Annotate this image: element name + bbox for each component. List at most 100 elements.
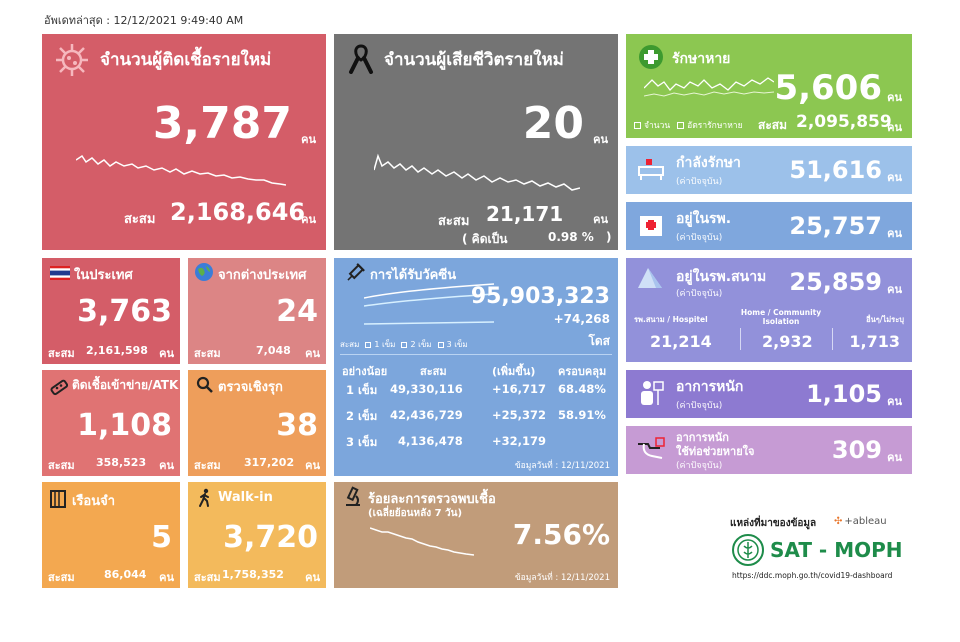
walkin-cum-label: สะสม <box>194 571 221 584</box>
positivity-tile[interactable]: ร้อยละการตรวจพบเชื้อ (เฉลี่ยย้อนหลัง 7 ว… <box>334 482 618 588</box>
legend-swatch-count <box>634 121 641 129</box>
vaccine-row-dose: 3 เข็ม <box>346 435 378 449</box>
hospitel-value: 21,214 <box>650 332 712 351</box>
tableau-logo-mark: ✣ <box>834 516 843 527</box>
patient-monitor-icon <box>638 378 664 408</box>
vaccine-legend-dose3: 3 เข็ม <box>446 340 468 349</box>
domestic-tile[interactable]: ในประเทศ 3,763 สะสม 2,161,598 คน <box>42 258 180 364</box>
vaccine-unit: โดส <box>588 334 610 348</box>
imported-tile[interactable]: จากต่างประเทศ 24 สะสม 7,048 คน <box>188 258 326 364</box>
vaccine-legend-dose2: 2 เข็ม <box>410 340 432 349</box>
prison-tile[interactable]: เรือนจำ 5 สะสม 86,044 คน <box>42 482 180 588</box>
new-deaths-sparkline <box>374 153 580 191</box>
vaccine-legend: สะสม 1 เข็ม 2 เข็ม 3 เข็ม <box>340 338 468 351</box>
vaccine-tile[interactable]: การได้รับวัคซีน 95,903,323 +74,268 โดส ส… <box>334 258 618 476</box>
hospitel-label: รพ.สนาม / Hospitel <box>634 315 708 324</box>
legend-swatch-dose1 <box>365 341 372 348</box>
imported-cum-value: 7,048 <box>256 344 291 357</box>
severe-tile[interactable]: อาการหนัก (ค่าปัจจุบัน) 1,105 คน <box>626 370 912 418</box>
walkin-title: Walk-in <box>218 490 273 505</box>
tent-icon <box>636 266 664 290</box>
treating-value: 51,616 <box>789 156 882 184</box>
new-cases-tile[interactable]: จำนวนผู้ติดเชื้อรายใหม่ 3,787 คน สะสม 2,… <box>42 34 326 250</box>
imported-cum-unit: คน <box>305 347 320 360</box>
recovered-tile[interactable]: รักษาหาย 5,606 คน จำนวน อัตรารักษาหาย สะ… <box>626 34 912 138</box>
field-hospital-value: 25,859 <box>789 268 882 296</box>
severe-sub: (ค่าปัจจุบัน) <box>676 401 723 411</box>
source-section: แหล่งที่มาของข้อมูล ✣ +ableau SAT - MOPH… <box>730 516 910 586</box>
prison-cum-value: 86,044 <box>104 568 147 581</box>
domestic-cum-value: 2,161,598 <box>86 344 148 357</box>
microscope-icon <box>342 486 364 508</box>
ventilator-tile[interactable]: อาการหนัก ใช้ท่อช่วยหายใจ (ค่าปัจจุบัน) … <box>626 426 912 474</box>
vaccine-increase: +74,268 <box>553 312 610 326</box>
treating-tile[interactable]: กำลังรักษา (ค่าปัจจุบัน) 51,616 คน <box>626 146 912 194</box>
imported-cum-label: สะสม <box>194 347 221 360</box>
ventilator-icon <box>636 436 666 462</box>
prison-value: 5 <box>151 520 172 555</box>
new-deaths-unit: คน <box>593 133 608 146</box>
field-hospital-title: อยู่ในรพ.สนาม <box>676 269 767 285</box>
walkin-cum-value: 1,758,352 <box>222 568 284 581</box>
new-deaths-tile[interactable]: จำนวนผู้เสียชีวิตรายใหม่ 20 คน สะสม 21,1… <box>334 34 618 250</box>
test-kit-icon <box>48 376 70 398</box>
hospital-tile[interactable]: อยู่ในรพ. (ค่าปัจจุบัน) 25,757 คน <box>626 202 912 250</box>
vaccine-header-min: อย่างน้อย <box>342 365 388 378</box>
recovered-cum-label: สะสม <box>758 118 788 132</box>
new-cases-title: จำนวนผู้ติดเชื้อรายใหม่ <box>100 50 272 70</box>
death-rate-value: 0.98 % <box>548 230 594 244</box>
positivity-date: ข้อมูลวันที่ : 12/11/2021 <box>514 573 610 583</box>
atk-cum-label: สะสม <box>48 459 75 472</box>
recovered-unit: คน <box>887 91 902 104</box>
field-divider-2 <box>832 328 833 350</box>
atk-tile[interactable]: ติดเชื้อเข้าข่าย/ATK 1,108 สะสม 358,523 … <box>42 370 180 476</box>
new-cases-unit: คน <box>301 133 316 146</box>
vaccine-title: การได้รับวัคซีน <box>370 268 457 283</box>
vaccine-row-cov: 68.48% <box>558 382 606 396</box>
prison-cum-label: สะสม <box>48 571 75 584</box>
globe-icon <box>194 262 214 282</box>
new-cases-cum-value: 2,168,646 <box>170 198 306 226</box>
field-hospital-unit: คน <box>887 283 902 296</box>
imported-value: 24 <box>276 294 318 329</box>
new-deaths-cum-unit: คน <box>593 213 608 226</box>
hospital-building-icon <box>638 212 664 238</box>
vaccine-row-inc: +25,372 <box>492 408 547 422</box>
proactive-tile[interactable]: ตรวจเชิงรุก 38 สะสม 317,202 คน <box>188 370 326 476</box>
source-url[interactable]: https://ddc.moph.go.th/covid19-dashboard <box>732 571 893 580</box>
recovered-legend: จำนวน อัตรารักษาหาย <box>634 118 743 132</box>
tableau-logo-text: +ableau <box>844 516 887 527</box>
last-updated: อัพเดทล่าสุด : 12/12/2021 9:49:40 AM <box>44 14 244 27</box>
home-isolation-value: 2,932 <box>762 332 813 351</box>
new-cases-sparkline <box>76 154 286 186</box>
ventilator-title-2: ใช้ท่อช่วยหายใจ <box>676 445 755 458</box>
vaccine-row-inc: +16,717 <box>492 382 547 396</box>
atk-value: 1,108 <box>77 408 172 443</box>
ventilator-unit: คน <box>887 451 902 464</box>
new-deaths-cum-label: สะสม <box>438 214 470 229</box>
field-hospital-tile[interactable]: อยู่ในรพ.สนาม (ค่าปัจจุบัน) 25,859 คน รพ… <box>626 258 912 362</box>
domestic-title: ในประเทศ <box>74 268 133 283</box>
vaccine-sparkline <box>364 283 494 325</box>
vaccine-header-cum: สะสม <box>420 365 447 378</box>
medical-cross-icon <box>638 44 664 70</box>
positivity-value: 7.56% <box>512 518 610 551</box>
positivity-sub: (เฉลี่ยย้อนหลัง 7 วัน) <box>368 508 463 519</box>
hospital-value: 25,757 <box>789 212 882 240</box>
other-value: 1,713 <box>849 332 900 351</box>
walkin-tile[interactable]: Walk-in 3,720 สะสม 1,758,352 คน <box>188 482 326 588</box>
legend-swatch-rate <box>677 121 685 129</box>
source-label: แหล่งที่มาของข้อมูล <box>730 518 817 529</box>
vaccine-row-inc: +32,179 <box>492 434 547 448</box>
death-rate-close: ) <box>606 230 612 244</box>
hospital-sub: (ค่าปัจจุบัน) <box>676 233 723 243</box>
vaccine-header-cov: ครอบคลุม <box>558 365 607 378</box>
vaccine-row-cov: 58.91% <box>558 408 606 422</box>
walking-person-icon <box>198 488 212 508</box>
imported-title: จากต่างประเทศ <box>218 268 307 283</box>
proactive-cum-unit: คน <box>305 459 320 472</box>
hospital-title: อยู่ในรพ. <box>676 211 732 227</box>
atk-cum-value: 358,523 <box>96 456 147 469</box>
atk-cum-unit: คน <box>159 459 174 472</box>
atk-title: ติดเชื้อเข้าข่าย/ATK <box>72 378 179 392</box>
